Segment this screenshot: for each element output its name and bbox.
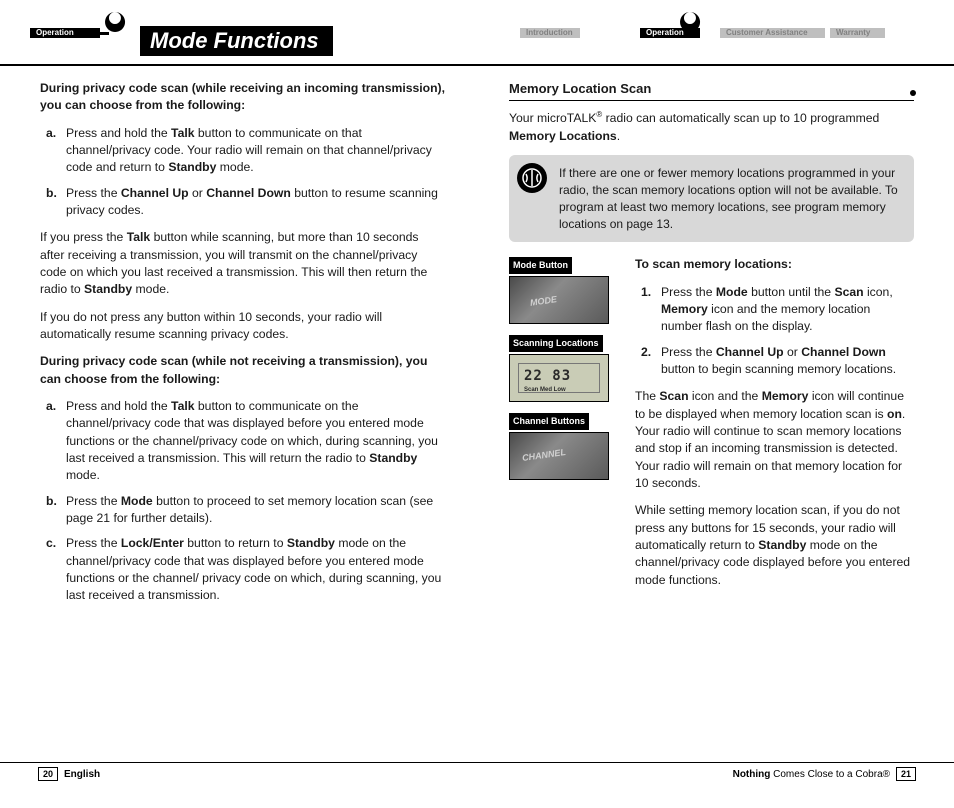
page-spread: Mode Functions Operation Introduction Op…	[0, 0, 954, 808]
list-item: Press the Lock/Enter button to return to…	[66, 536, 441, 602]
intro-heading: During privacy code scan (while not rece…	[40, 353, 445, 388]
page-20-body: During privacy code scan (while receivin…	[40, 80, 445, 615]
paragraph: If you do not press any button within 10…	[40, 309, 445, 344]
list-item: Press the Mode button to proceed to set …	[66, 494, 433, 525]
footer: 20 English Nothing Comes Close to a Cobr…	[0, 762, 954, 784]
footer-slogan: Nothing Comes Close to a Cobra®	[733, 769, 890, 780]
intro-heading: During privacy code scan (while receivin…	[40, 80, 445, 115]
thumb-label: Scanning Locations	[509, 335, 603, 352]
page-number: 20	[38, 767, 58, 781]
list-item: Press the Channel Up or Channel Down but…	[661, 345, 896, 376]
instruction-thumbnails: Mode Button MODE Scanning Locations 22 8…	[509, 256, 619, 599]
list-item: Press the Channel Up or Channel Down but…	[66, 186, 438, 217]
paragraph: The Scan icon and the Memory icon will c…	[635, 388, 914, 492]
option-list-1: a.Press and hold the Talk button to comm…	[40, 125, 445, 220]
note-icon	[517, 163, 547, 193]
instruction-text: To scan memory locations: 1.Press the Mo…	[635, 256, 914, 599]
thumb-label: Mode Button	[509, 257, 572, 274]
footer-language: English	[64, 769, 100, 780]
paragraph: While setting memory location scan, if y…	[635, 502, 914, 589]
note-text: If there are one or fewer memory locatio…	[559, 166, 898, 230]
thumb-channel-buttons: CHANNEL	[509, 432, 609, 480]
paragraph: If you press the Talk button while scann…	[40, 229, 445, 298]
paragraph: Your microTALK® radio can automatically …	[509, 109, 914, 145]
page-21-body: Memory Location Scan Your microTALK® rad…	[509, 80, 914, 599]
list-item: Press the Mode button until the Scan ico…	[661, 285, 893, 334]
thumb-lcd-screen: 22 83Scan Med Low	[509, 354, 609, 402]
steps-list: 1.Press the Mode button until the Scan i…	[635, 284, 914, 379]
section-title: Memory Location Scan	[509, 80, 914, 101]
list-item: Press and hold the Talk button to commun…	[66, 399, 438, 482]
list-item: Press and hold the Talk button to commun…	[66, 126, 432, 175]
page-21: Memory Location Scan Your microTALK® rad…	[477, 0, 954, 808]
page-number: 21	[896, 767, 916, 781]
page-20: During privacy code scan (while receivin…	[0, 0, 477, 808]
steps-heading: To scan memory locations:	[635, 256, 914, 273]
option-list-2: a.Press and hold the Talk button to comm…	[40, 398, 445, 605]
thumb-mode-button: MODE	[509, 276, 609, 324]
note-callout: If there are one or fewer memory locatio…	[509, 155, 914, 242]
thumb-label: Channel Buttons	[509, 413, 589, 430]
